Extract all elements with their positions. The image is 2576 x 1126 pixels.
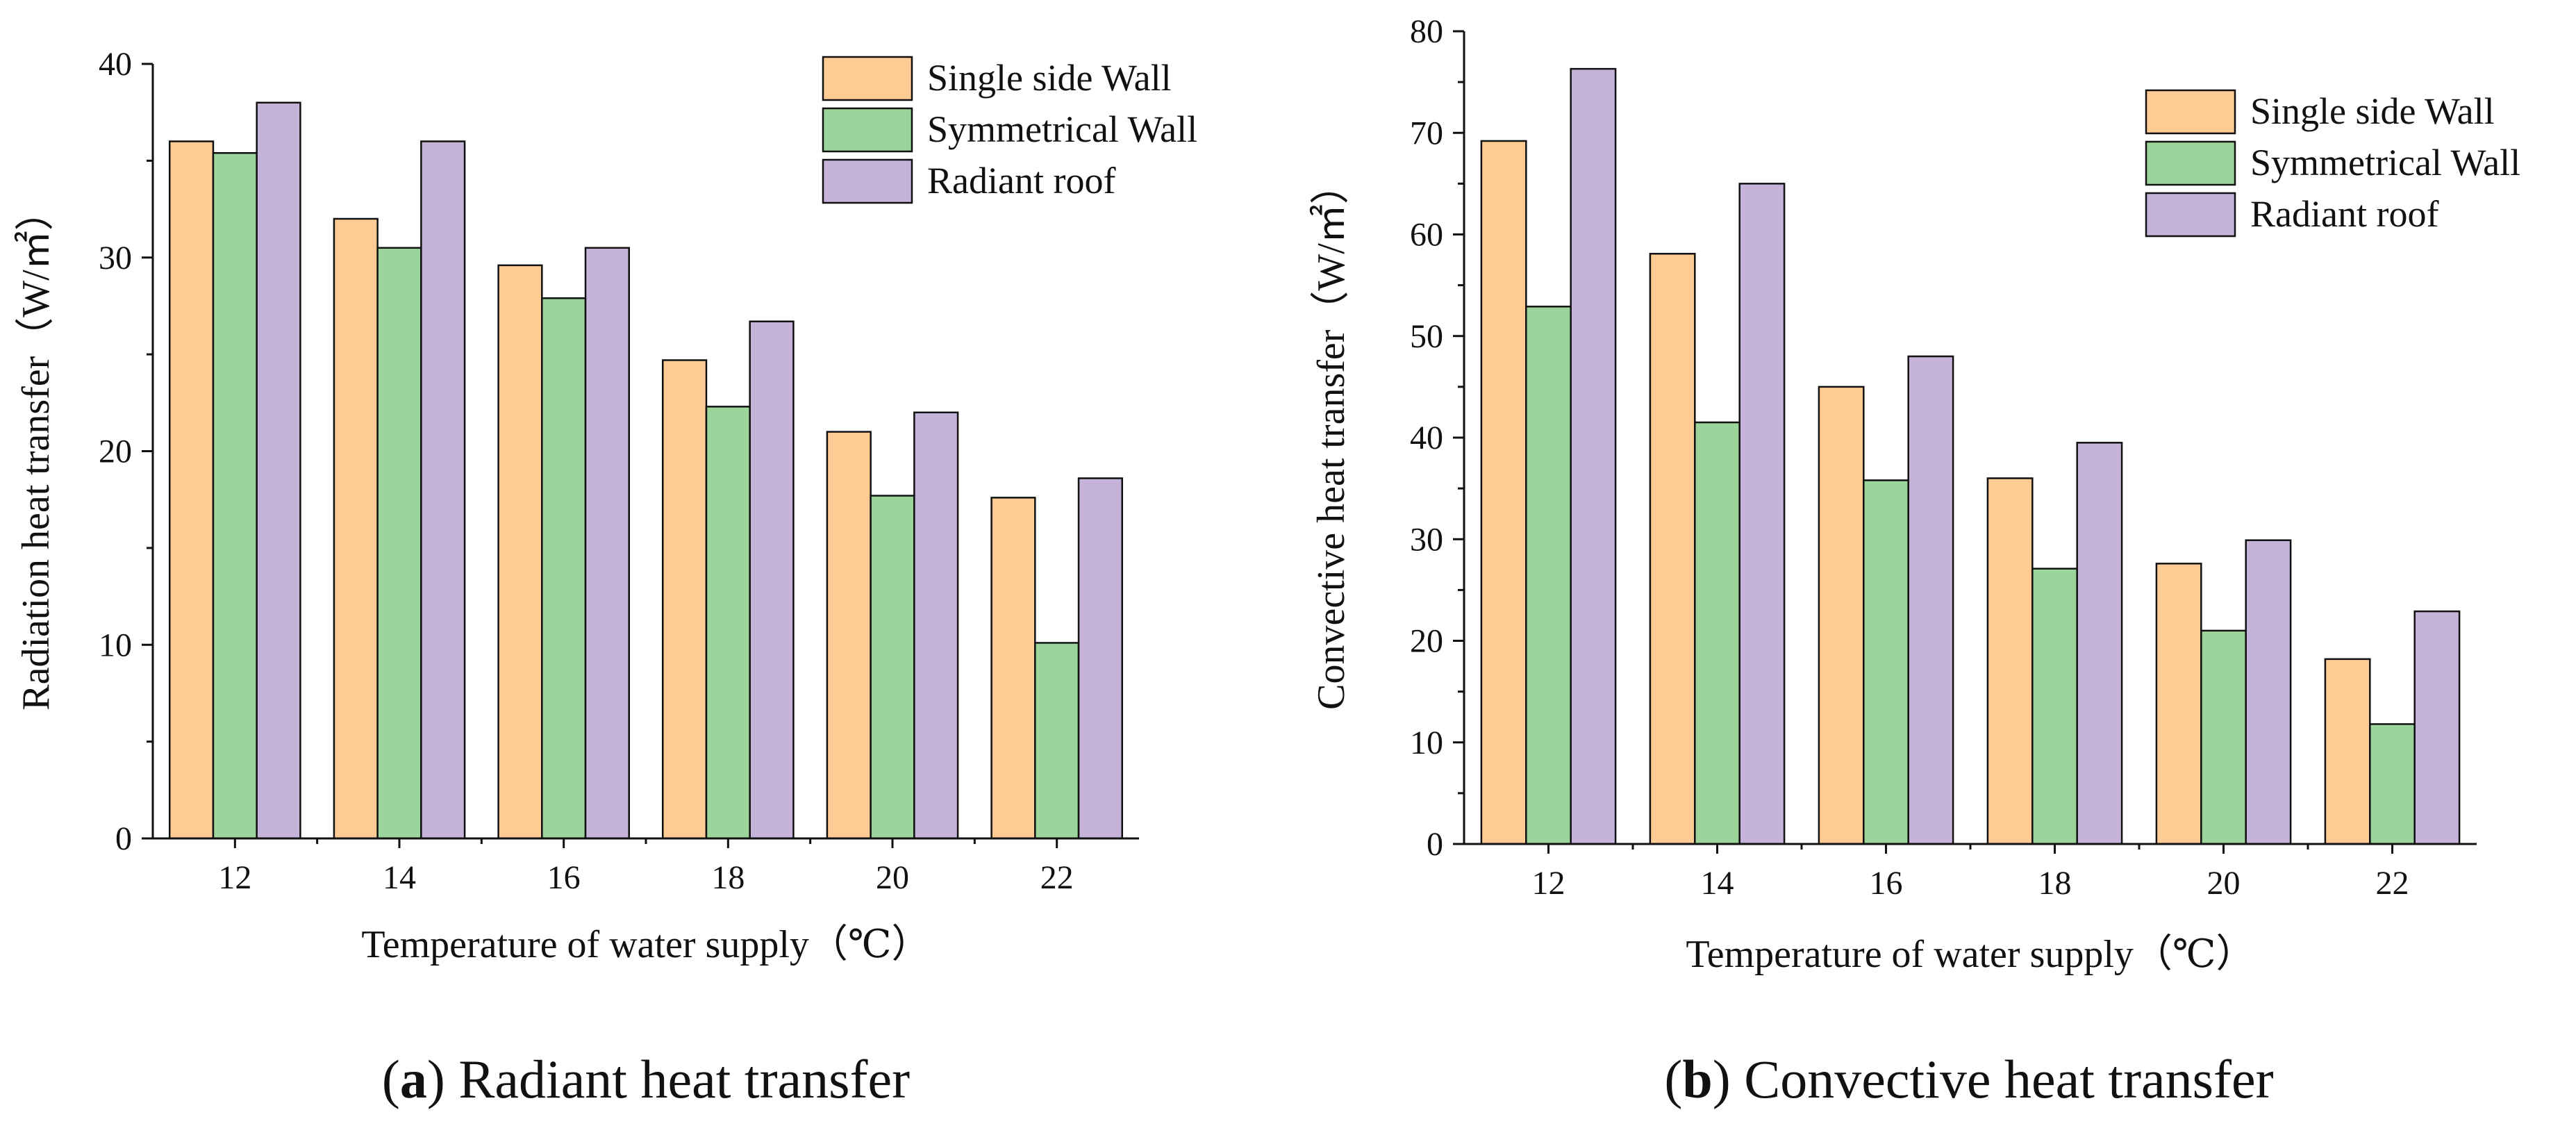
- bar-radiant-roof-20: [913, 411, 959, 840]
- x-tick-label: 16: [547, 859, 581, 896]
- x-tick-label: 20: [2207, 865, 2241, 902]
- chart-a: 0 10 20 30 40 12 14 16 18 20 22 Temperature of wate…: [15, 46, 1197, 1109]
- bar-radiant-roof-20: [2245, 539, 2292, 845]
- bar-symmetrical-wall-16: [1863, 479, 1909, 845]
- legend-label: Symmetrical Wall: [927, 108, 1197, 150]
- y-tick-label: 70: [1410, 115, 1443, 151]
- bar-symmetrical-wall-16: [541, 297, 587, 840]
- bar-single-side-wall-16: [497, 264, 543, 840]
- x-tick-label: 14: [383, 859, 416, 896]
- bar-radiant-roof-18: [2076, 442, 2123, 845]
- bar-radiant-roof-18: [749, 320, 795, 840]
- bar-single-side-wall-12: [1480, 140, 1527, 845]
- y-tick-label: 30: [1410, 521, 1443, 558]
- bar-radiant-roof-12: [1570, 67, 1617, 845]
- y-tick-label: 40: [1410, 420, 1443, 456]
- bar-symmetrical-wall-18: [705, 406, 751, 840]
- x-tick-label: 14: [1701, 865, 1734, 902]
- bar-radiant-roof-22: [2413, 610, 2461, 845]
- y-tick-label: 30: [99, 240, 132, 276]
- legend-swatch-radiant-roof: [2145, 192, 2236, 238]
- legend-label: Radiant roof: [927, 160, 1115, 201]
- caption-close-paren: ): [427, 1049, 458, 1109]
- bar-single-side-wall-20: [2155, 563, 2202, 845]
- caption-letter: b: [1682, 1049, 1712, 1109]
- chart-b: 0 10 20 30 40 50 60 70 80 12 14 16 18 20 22 Temperature…: [1310, 13, 2520, 1109]
- x-tick-label: 18: [2038, 865, 2072, 902]
- legend-swatch-symmetrical-wall: [822, 107, 913, 153]
- legend: Single side Wall Symmetrical Wall Radiant …: [822, 56, 1197, 204]
- legend-swatch-single-side-wall: [2145, 89, 2236, 135]
- bar-single-side-wall-20: [826, 431, 872, 840]
- legend: Single side Wall Symmetrical Wall Radiant …: [2145, 89, 2520, 238]
- bar-symmetrical-wall-12: [1525, 306, 1572, 845]
- caption-text: Convective heat transfer: [1744, 1049, 2273, 1109]
- bar-single-side-wall-16: [1818, 386, 1865, 845]
- bar-symmetrical-wall-20: [870, 495, 915, 840]
- x-axis-title: Temperature of water supply（℃）: [361, 923, 930, 966]
- bar-single-side-wall-22: [990, 497, 1036, 840]
- caption-close-paren: ): [1713, 1049, 1744, 1109]
- y-tick-label: 10: [1410, 725, 1443, 761]
- y-tick-label: 20: [99, 433, 132, 470]
- legend-swatch-single-side-wall: [822, 56, 913, 101]
- y-tick-label: 50: [1410, 318, 1443, 355]
- bar-symmetrical-wall-22: [1034, 642, 1080, 840]
- caption-open-paren: (: [1664, 1049, 1682, 1109]
- y-tick-label: 0: [1427, 826, 1443, 863]
- legend-swatch-radiant-roof: [822, 158, 913, 204]
- bar-radiant-roof-14: [1738, 183, 1786, 845]
- legend-label: Radiant roof: [2250, 193, 2438, 235]
- bar-symmetrical-wall-12: [212, 151, 258, 840]
- caption-text: Radiant heat transfer: [458, 1049, 910, 1109]
- bar-symmetrical-wall-22: [2369, 723, 2416, 845]
- x-tick-label: 12: [1532, 865, 1565, 902]
- legend-swatch-symmetrical-wall: [2145, 140, 2236, 186]
- y-tick-label: 60: [1410, 217, 1443, 254]
- x-tick-label: 18: [711, 859, 745, 896]
- caption-letter: a: [400, 1049, 427, 1109]
- y-tick-label: 10: [99, 627, 132, 663]
- y-tick-label: 0: [115, 820, 132, 857]
- legend-label: Single side Wall: [2250, 90, 2495, 132]
- y-tick-label: 20: [1410, 623, 1443, 660]
- bar-single-side-wall-14: [1649, 253, 1696, 845]
- figure-caption: (a) Radiant heat transfer: [382, 1049, 910, 1109]
- bar-radiant-roof-22: [1077, 477, 1123, 840]
- x-axis-title: Temperature of water supply（℃）: [1686, 933, 2254, 976]
- bar-radiant-roof-12: [256, 101, 301, 840]
- figure-caption: (b) Convective heat transfer: [1664, 1049, 2273, 1109]
- bar-single-side-wall-18: [1986, 477, 2034, 845]
- bar-single-side-wall-12: [169, 140, 215, 840]
- bar-radiant-roof-16: [584, 247, 630, 840]
- bar-symmetrical-wall-20: [2200, 629, 2247, 845]
- bar-single-side-wall-22: [2324, 658, 2371, 845]
- y-tick-label: 80: [1410, 13, 1443, 50]
- bar-symmetrical-wall-14: [1694, 421, 1740, 845]
- x-tick-label: 22: [1040, 859, 1074, 896]
- bar-symmetrical-wall-18: [2031, 568, 2078, 845]
- legend-label: Single side Wall: [927, 57, 1172, 99]
- caption-open-paren: (: [382, 1049, 400, 1109]
- y-axis-title: Convective heat transfer（W/㎡）: [1310, 165, 1353, 710]
- bar-radiant-roof-16: [1907, 355, 1954, 845]
- x-tick-label: 20: [876, 859, 909, 896]
- bar-single-side-wall-14: [333, 217, 379, 840]
- legend-label: Symmetrical Wall: [2250, 142, 2520, 183]
- y-axis-title: Radiation heat transfer（W/㎡）: [15, 192, 58, 710]
- x-tick-label: 22: [2376, 865, 2409, 902]
- bar-symmetrical-wall-14: [376, 247, 422, 840]
- y-tick-label: 40: [99, 46, 132, 83]
- x-tick-label: 16: [1870, 865, 1903, 902]
- bar-single-side-wall-18: [662, 359, 708, 840]
- x-tick-label: 12: [218, 859, 251, 896]
- bar-radiant-roof-14: [420, 140, 466, 840]
